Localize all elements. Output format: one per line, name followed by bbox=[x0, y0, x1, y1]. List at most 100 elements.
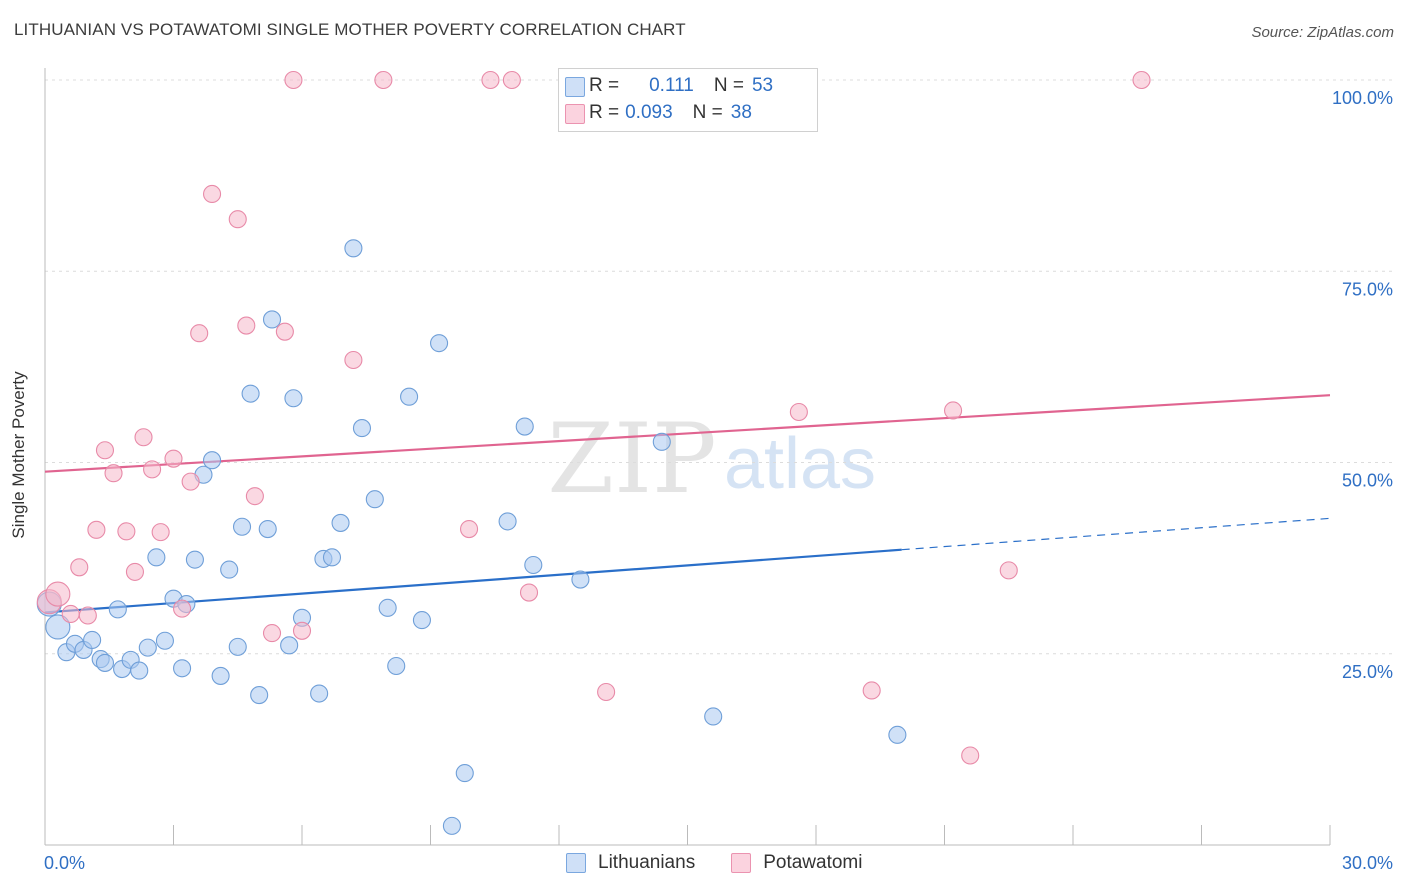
series-legend-potawatomi: Potawatomi bbox=[731, 852, 862, 874]
potawatomi-point bbox=[597, 682, 616, 702]
x-tick-label: 30.0% bbox=[1342, 853, 1393, 873]
legend-row-lithuanians: R = 0.111 N = 53 bbox=[565, 73, 774, 99]
watermark-atlas: atlas bbox=[724, 424, 876, 504]
potawatomi-point bbox=[181, 472, 200, 491]
potawatomi-point bbox=[459, 520, 479, 539]
potawatomi-point bbox=[961, 746, 980, 765]
potawatomi-trend-line bbox=[44, 394, 1331, 473]
lithuanians-point bbox=[83, 630, 102, 650]
lithuanians-point bbox=[232, 517, 252, 536]
watermark-zip: ZIP bbox=[547, 403, 716, 515]
potawatomi-point bbox=[190, 324, 209, 343]
potawatomi-point bbox=[502, 70, 521, 90]
legend-swatch-lithuanians bbox=[565, 77, 585, 97]
legend-swatch-potawatomi bbox=[565, 104, 585, 124]
y-axis-label: Single Mother Poverty bbox=[9, 371, 28, 539]
lithuanians-point bbox=[147, 548, 166, 567]
lithuanians-point bbox=[241, 384, 260, 403]
potawatomi-point bbox=[999, 561, 1018, 580]
y-tick-label: 50.0% bbox=[1342, 471, 1393, 491]
legend-r-label: R = bbox=[589, 102, 620, 123]
legend-r-label: R = bbox=[589, 75, 620, 96]
potawatomi-point bbox=[151, 523, 170, 542]
potawatomi-point bbox=[95, 441, 115, 460]
lithuanians-point bbox=[524, 555, 543, 575]
potawatomi-point bbox=[862, 681, 881, 700]
potawatomi-point bbox=[1132, 70, 1151, 90]
potawatomi-point bbox=[344, 350, 363, 370]
lithuanians-point bbox=[173, 659, 192, 678]
legend-r-value: 0.111 bbox=[649, 75, 694, 96]
lithuanians-point bbox=[130, 661, 149, 680]
potawatomi-point bbox=[164, 449, 183, 468]
series-swatch-lithuanians bbox=[566, 853, 586, 873]
lithuanians-point bbox=[387, 656, 406, 676]
legend-n-value: 38 bbox=[730, 102, 752, 123]
lithuanians-point bbox=[344, 239, 363, 258]
lithuanians-point bbox=[250, 686, 269, 705]
lithuanians-point bbox=[365, 490, 384, 509]
watermark: ZIP atlas bbox=[547, 403, 876, 515]
potawatomi-point bbox=[173, 599, 192, 618]
potawatomi-point bbox=[87, 520, 106, 539]
grid-lines bbox=[45, 79, 1392, 655]
lithuanians-point bbox=[108, 600, 127, 619]
lithuanians-point bbox=[262, 310, 282, 329]
lithuanians-point bbox=[45, 614, 71, 640]
potawatomi-point bbox=[61, 604, 80, 624]
x-tick-labels: 0.0% 30.0% bbox=[44, 853, 1393, 873]
lithuanians-point bbox=[258, 520, 277, 539]
lithuanians-point bbox=[228, 637, 247, 656]
legend-row-potawatomi: R = 0.093 N = 38 bbox=[565, 100, 752, 126]
lithuanians-point bbox=[888, 725, 907, 744]
potawatomi-point bbox=[228, 210, 247, 229]
lithuanians-point bbox=[412, 611, 431, 630]
legend-n-value: 53 bbox=[751, 75, 774, 96]
potawatomi-point bbox=[789, 402, 808, 422]
lithuanians-point bbox=[331, 513, 350, 532]
lithuanians-point bbox=[400, 387, 419, 406]
lithuanians-point bbox=[203, 451, 222, 470]
legend-n-label: N = bbox=[713, 75, 744, 96]
potawatomi-point bbox=[275, 322, 294, 341]
lithuanians-point bbox=[138, 638, 157, 657]
stats-legend: R = 0.111 N = 53 R = 0.093 N = 38 bbox=[558, 68, 818, 132]
lithuanians-point bbox=[211, 666, 230, 685]
lithuanians-point bbox=[95, 653, 115, 672]
series-swatch-potawatomi bbox=[731, 853, 752, 873]
potawatomi-point bbox=[262, 624, 282, 643]
series-label-lithuanians: Lithuanians bbox=[598, 852, 696, 873]
lithuanians-point bbox=[280, 636, 299, 655]
potawatomi-points bbox=[36, 70, 1151, 765]
potawatomi-point bbox=[203, 184, 222, 204]
potawatomi-point bbox=[284, 70, 303, 90]
lithuanians-point bbox=[652, 432, 671, 451]
potawatomi-point bbox=[134, 428, 153, 447]
lithuanians-point bbox=[498, 512, 517, 531]
potawatomi-point bbox=[143, 460, 162, 479]
potawatomi-point bbox=[944, 401, 963, 420]
potawatomi-point bbox=[237, 316, 256, 335]
lithuanians-point bbox=[704, 707, 723, 726]
potawatomi-point bbox=[292, 621, 312, 640]
lithuanians-point bbox=[430, 334, 449, 353]
y-tick-label: 25.0% bbox=[1342, 662, 1393, 682]
potawatomi-point bbox=[245, 487, 264, 506]
series-legend-lithuanians: Lithuanians bbox=[566, 852, 695, 874]
source-label: Source: ZipAtlas.com bbox=[1251, 24, 1394, 41]
lithuanians-trend-extension bbox=[901, 517, 1331, 551]
legend-r-value: 0.093 bbox=[625, 102, 673, 123]
potawatomi-point bbox=[104, 464, 123, 483]
lithuanians-point bbox=[442, 816, 461, 835]
lithuanians-point bbox=[322, 548, 342, 567]
potawatomi-point bbox=[70, 558, 89, 577]
lithuanians-point bbox=[220, 560, 239, 579]
x-tick-label: 0.0% bbox=[44, 853, 85, 873]
lithuanians-point bbox=[284, 389, 303, 408]
lithuanians-point bbox=[571, 570, 590, 589]
potawatomi-point bbox=[125, 562, 144, 581]
series-legend: Lithuanians Potawatomi bbox=[566, 852, 898, 874]
lithuanians-point bbox=[310, 684, 329, 703]
lithuanians-point bbox=[155, 631, 174, 650]
